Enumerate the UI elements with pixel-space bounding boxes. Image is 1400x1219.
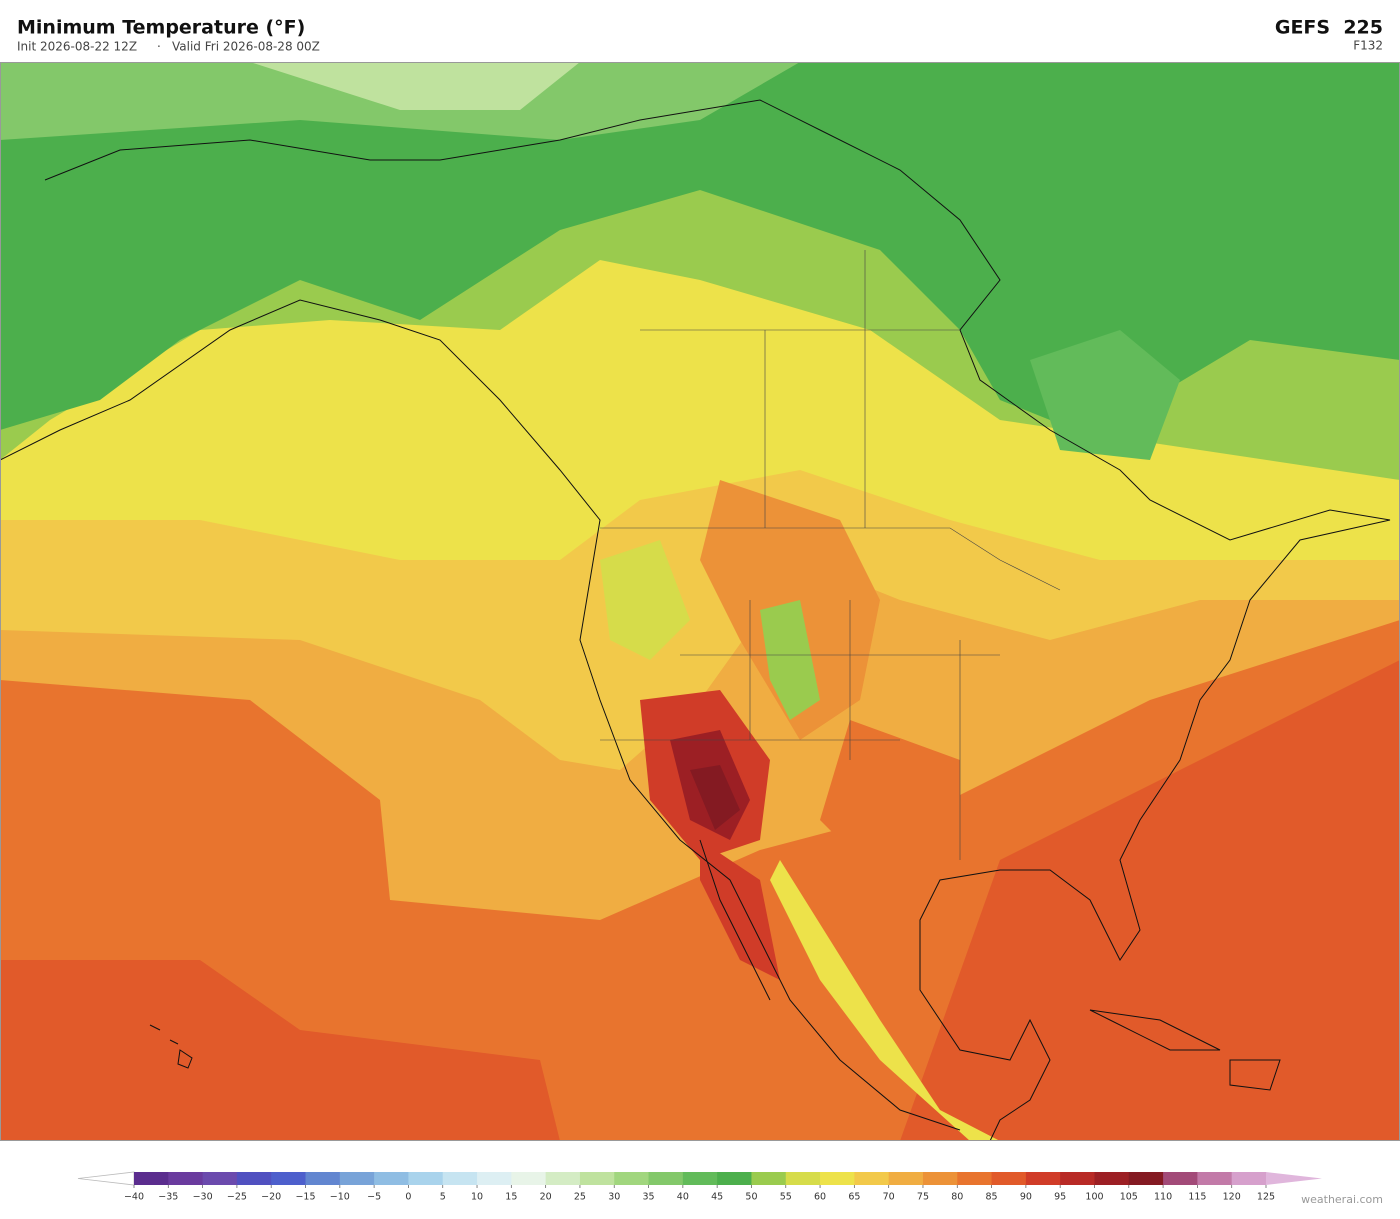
colorbar-box [1231, 1172, 1267, 1185]
colorbar-box [1094, 1172, 1130, 1185]
colorbar-tick-label: 75 [917, 1192, 929, 1203]
colorbar-tick-label: 115 [1188, 1192, 1206, 1203]
colorbar-tick-label: −5 [367, 1192, 381, 1203]
credit: weatherai.com [1301, 1193, 1383, 1206]
colorbar-tick-label: 30 [608, 1192, 620, 1203]
colorbar-box [1128, 1172, 1164, 1185]
colorbar-tick-label: 25 [574, 1192, 586, 1203]
colorbar-box [854, 1172, 890, 1185]
colorbar-box [1163, 1172, 1198, 1185]
colorbar-tick-label: 90 [1020, 1192, 1032, 1203]
colorbar-tick-label: 85 [986, 1192, 998, 1203]
colorbar-tick-label: 80 [951, 1192, 963, 1203]
colorbar-tick-label: 95 [1054, 1192, 1066, 1203]
colorbar-box [511, 1172, 547, 1185]
colorbar-tick-label: 10 [471, 1192, 483, 1203]
colorbar-box [477, 1172, 512, 1185]
colorbar-box [991, 1172, 1027, 1185]
colorbar-tick-label: 65 [848, 1192, 860, 1203]
colorbar-box [545, 1172, 581, 1185]
colorbar-box [339, 1172, 375, 1185]
colorbar-box [682, 1172, 718, 1185]
colorbar-box [888, 1172, 924, 1185]
colorbar-box [1025, 1172, 1061, 1185]
colorbar-box [717, 1172, 752, 1185]
model-name: GEFS 225 [1275, 17, 1383, 39]
colorbar-tick-label: −30 [193, 1192, 213, 1203]
colorbar-box [957, 1172, 993, 1185]
colorbar-box [202, 1172, 238, 1185]
colorbar-box [168, 1172, 204, 1185]
colorbar-tick-label: −25 [227, 1192, 247, 1203]
colorbar-box [785, 1172, 821, 1185]
colorbar-tick-label: 5 [440, 1192, 446, 1203]
colorbar-box [442, 1172, 478, 1185]
colorbar-under [77, 1171, 135, 1186]
colorbar-tick-label: 40 [677, 1192, 689, 1203]
colorbar-tick-label: 15 [505, 1192, 517, 1203]
colorbar: −40 −35 −30 −25 −20 −15 −10 −5 0 5 10 15 20 25 30 35 40 4… [77, 1171, 1322, 1203]
colorbar-box [1060, 1172, 1095, 1185]
colorbar-tick-label: −35 [158, 1192, 178, 1203]
colorbar-tick-label: 35 [642, 1192, 654, 1203]
separator: · [157, 40, 161, 54]
map [0, 62, 1400, 1141]
colorbar-box [614, 1172, 650, 1185]
colorbar-tick-label: −15 [295, 1192, 315, 1203]
colorbar-over [1266, 1172, 1322, 1185]
colorbar-box [134, 1172, 169, 1185]
colorbar-tick-label: 120 [1223, 1192, 1241, 1203]
colorbar-box [648, 1172, 684, 1185]
colorbar-box [922, 1172, 958, 1185]
colorbar-box [374, 1172, 409, 1185]
colorbar-box [408, 1172, 444, 1185]
forecast-hour: F132 [1353, 39, 1383, 53]
colorbar-box [1197, 1172, 1233, 1185]
colorbar-tick-label: −20 [261, 1192, 281, 1203]
colorbar-box [236, 1172, 272, 1185]
colorbar-box [579, 1172, 615, 1185]
colorbar-tick-label: 105 [1120, 1192, 1138, 1203]
colorbar-tick-label: 100 [1085, 1192, 1103, 1203]
colorbar-tick-label: 50 [745, 1192, 757, 1203]
colorbar-box [305, 1172, 341, 1185]
colorbar-tick-label: 55 [780, 1192, 792, 1203]
valid-time: Valid Fri 2026-08-28 00Z [172, 40, 320, 54]
colorbar-tick-label: 125 [1257, 1192, 1275, 1203]
colorbar-tick-label: −40 [124, 1192, 144, 1203]
colorbar-tick-label: 110 [1154, 1192, 1172, 1203]
init-time: Init 2026-08-22 12Z [17, 40, 137, 54]
colorbar-tick-label: −10 [330, 1192, 350, 1203]
colorbar-tick-label: 20 [540, 1192, 552, 1203]
colorbar-tick-label: 70 [883, 1192, 895, 1203]
colorbar-tick-label: 0 [405, 1192, 411, 1203]
title: Minimum Temperature (°F) [17, 17, 305, 39]
colorbar-tick-label: 45 [711, 1192, 723, 1203]
colorbar-box [820, 1172, 855, 1185]
colorbar-tick-label: 60 [814, 1192, 826, 1203]
colorbar-box [751, 1172, 787, 1185]
colorbar-box [271, 1172, 307, 1185]
